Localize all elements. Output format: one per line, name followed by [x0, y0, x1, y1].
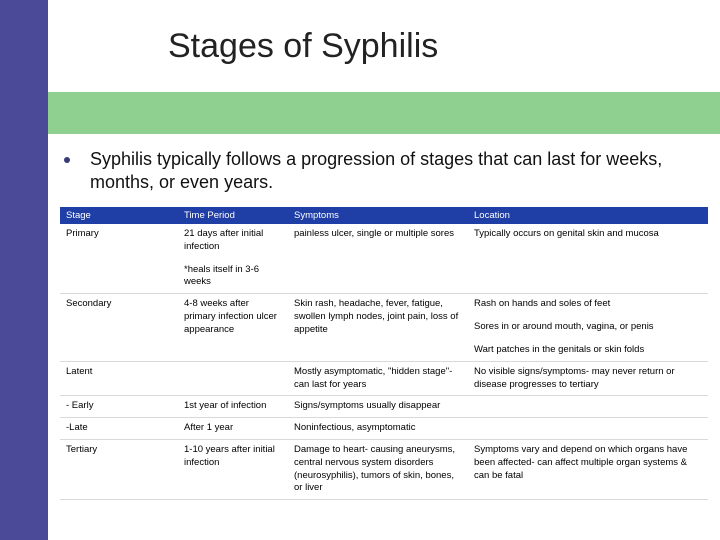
cell-location-2: Sores in or around mouth, vagina, or pen…: [474, 321, 702, 334]
cell-stage: -Late: [60, 418, 178, 440]
table-row: - Early 1st year of infection Signs/symp…: [60, 396, 708, 418]
intro-text: Syphilis typically follows a progression…: [90, 148, 704, 193]
table-row: -Late After 1 year Noninfectious, asympt…: [60, 418, 708, 440]
cell-location-1: Rash on hands and soles of feet: [474, 298, 702, 311]
cell-time: [178, 361, 288, 396]
cell-symptoms: painless ulcer, single or multiple sores: [288, 224, 468, 294]
cell-stage: Secondary: [60, 294, 178, 361]
cell-time: 4-8 weeks after primary infection ulcer …: [178, 294, 288, 361]
content-area: Syphilis typically follows a progression…: [60, 148, 708, 500]
cell-location: [468, 418, 708, 440]
cell-time-note: *heals itself in 3-6 weeks: [184, 264, 282, 290]
col-header-location: Location: [468, 207, 708, 224]
table-header-row: Stage Time Period Symptoms Location: [60, 207, 708, 224]
cell-stage: Latent: [60, 361, 178, 396]
cell-location: Typically occurs on genital skin and muc…: [468, 224, 708, 294]
cell-symptoms: Mostly asymptomatic, "hidden stage"- can…: [288, 361, 468, 396]
cell-stage: - Early: [60, 396, 178, 418]
left-accent-bar: [0, 0, 48, 540]
slide-title: Stages of Syphilis: [168, 27, 438, 66]
col-header-time: Time Period: [178, 207, 288, 224]
col-header-stage: Stage: [60, 207, 178, 224]
cell-location: No visible signs/symptoms- may never ret…: [468, 361, 708, 396]
cell-symptoms: Skin rash, headache, fever, fatigue, swo…: [288, 294, 468, 361]
cell-time: After 1 year: [178, 418, 288, 440]
cell-symptoms: Damage to heart- causing aneurysms, cent…: [288, 439, 468, 499]
cell-location-3: Wart patches in the genitals or skin fol…: [474, 344, 702, 357]
cell-symptoms: Noninfectious, asymptomatic: [288, 418, 468, 440]
title-area: Stages of Syphilis: [48, 0, 720, 92]
stages-table: Stage Time Period Symptoms Location Prim…: [60, 207, 708, 500]
table-row: Tertiary 1-10 years after initial infect…: [60, 439, 708, 499]
cell-stage: Primary: [60, 224, 178, 294]
table-row: Secondary 4-8 weeks after primary infect…: [60, 294, 708, 361]
cell-time: 1st year of infection: [178, 396, 288, 418]
cell-time-main: 21 days after initial infection: [184, 228, 282, 254]
col-header-symptoms: Symptoms: [288, 207, 468, 224]
cell-time: 21 days after initial infection *heals i…: [178, 224, 288, 294]
table-row: Primary 21 days after initial infection …: [60, 224, 708, 294]
cell-symptoms: Signs/symptoms usually disappear: [288, 396, 468, 418]
cell-location: Rash on hands and soles of feet Sores in…: [468, 294, 708, 361]
table-row: Latent Mostly asymptomatic, "hidden stag…: [60, 361, 708, 396]
cell-stage: Tertiary: [60, 439, 178, 499]
cell-time: 1-10 years after initial infection: [178, 439, 288, 499]
intro-bullet: Syphilis typically follows a progression…: [60, 148, 708, 193]
cell-location: [468, 396, 708, 418]
green-divider-band: [48, 92, 720, 134]
cell-location: Symptoms vary and depend on which organs…: [468, 439, 708, 499]
bullet-icon: [64, 157, 70, 163]
